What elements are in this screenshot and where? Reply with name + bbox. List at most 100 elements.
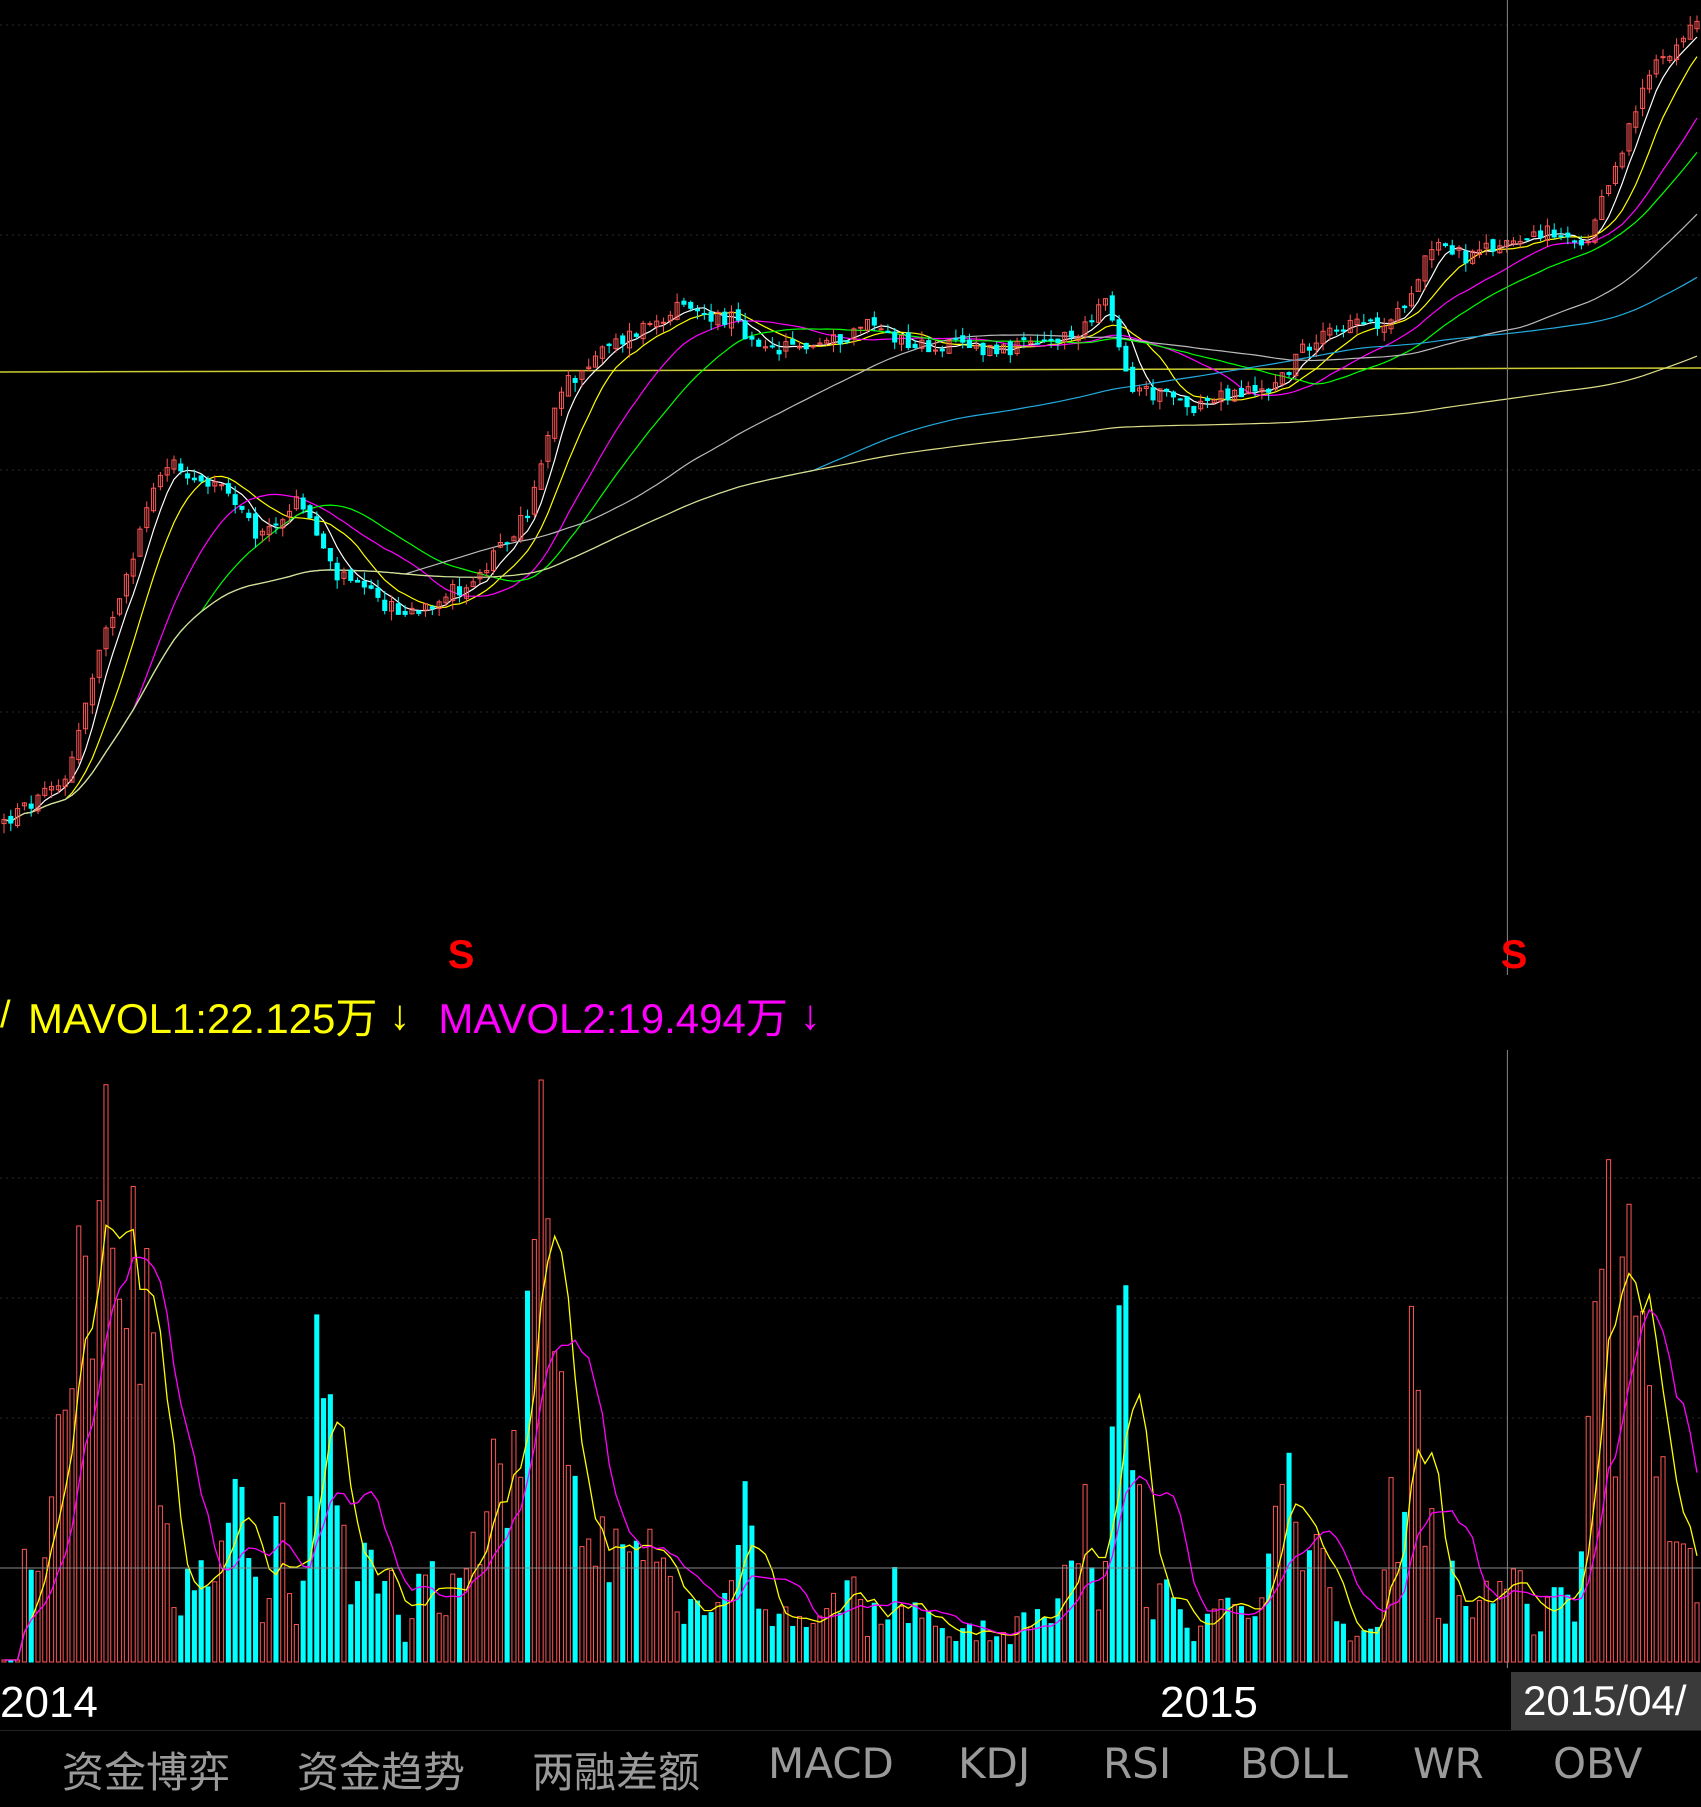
volume-bar: [1361, 1630, 1367, 1663]
candle-body: [232, 494, 238, 505]
tab-obv[interactable]: OBV: [1553, 1739, 1643, 1788]
tab-kdj[interactable]: KDJ: [958, 1739, 1031, 1788]
candle-body: [1640, 87, 1646, 110]
candle-body: [395, 603, 401, 615]
volume-bar: [1123, 1285, 1129, 1663]
volume-bar: [171, 1607, 177, 1663]
candle-body: [1266, 388, 1272, 393]
volume-bar: [694, 1600, 701, 1663]
candle-body: [314, 516, 320, 536]
ma-line-ma250: [3, 355, 1698, 822]
candle-body: [980, 342, 986, 356]
candle-body: [810, 345, 816, 348]
candle-body: [1048, 338, 1054, 341]
tab-rsi[interactable]: RSI: [1103, 1739, 1172, 1788]
volume-bar: [1191, 1641, 1197, 1663]
candle-body: [280, 519, 286, 529]
candle-body: [117, 598, 123, 615]
candle-body: [796, 345, 803, 349]
volume-bar: [1524, 1603, 1530, 1663]
tab-capital-trend[interactable]: 资金趋势: [297, 1748, 466, 1797]
volume-chart[interactable]: [0, 1050, 1701, 1668]
candle-body: [334, 562, 340, 581]
candle-body: [144, 507, 150, 529]
volume-grid: [0, 1177, 1701, 1419]
candle-body: [1279, 372, 1285, 385]
candle-body: [871, 317, 877, 326]
tab-margin-balance[interactable]: 两融差额: [532, 1748, 701, 1797]
volume-bar: [776, 1613, 782, 1663]
candle-body: [246, 512, 252, 519]
volume-bar: [35, 1570, 41, 1663]
volume-bar: [1436, 1617, 1442, 1663]
volume-bar: [1408, 1305, 1414, 1663]
candle-body: [1653, 59, 1659, 75]
candle-body: [1191, 406, 1197, 414]
candle-body: [1143, 386, 1149, 390]
candle-body: [1578, 239, 1584, 246]
candle-body: [1320, 330, 1326, 345]
volume-bar: [1177, 1609, 1183, 1663]
volume-bar: [178, 1615, 184, 1663]
candle-body: [1198, 400, 1204, 410]
volume-bar: [1000, 1632, 1007, 1663]
candle-body: [1415, 279, 1421, 292]
candle-body: [1585, 241, 1591, 244]
volume-bar: [735, 1545, 741, 1663]
tab-capital-game[interactable]: 资金博弈: [62, 1748, 231, 1797]
volume-bar: [130, 1185, 136, 1663]
volume-bar: [1422, 1545, 1428, 1663]
volume-bar: [1021, 1612, 1027, 1663]
volume-bar: [443, 1615, 449, 1663]
volume-indicator-header: / MAVOL1:22.125万 ↓ MAVOL2:19.494万 ↓: [0, 980, 1701, 1050]
volume-bar: [1694, 1602, 1700, 1663]
volume-bar: [1320, 1547, 1326, 1663]
ma-line-ma20: [3, 117, 1698, 822]
volume-bar: [280, 1502, 286, 1663]
candle-body: [1442, 243, 1448, 247]
candle-body: [1286, 372, 1292, 375]
volume-bar: [42, 1557, 48, 1663]
volume-bar: [1184, 1627, 1190, 1663]
candle-body: [1667, 56, 1673, 62]
candle-body: [994, 344, 1000, 355]
volume-bar: [1279, 1483, 1285, 1663]
candle-body: [905, 332, 911, 349]
tab-boll[interactable]: BOLL: [1240, 1739, 1348, 1788]
candle-body: [1402, 305, 1408, 309]
candle-body: [1041, 339, 1047, 342]
volume-bar: [327, 1394, 333, 1663]
tab-wr[interactable]: WR: [1413, 1739, 1484, 1788]
candle-body: [926, 340, 932, 353]
candle-body: [592, 355, 599, 368]
candle-body: [987, 344, 993, 356]
volume-bars: [1, 1079, 1700, 1663]
volume-bar: [334, 1505, 340, 1663]
candle-body: [830, 334, 837, 344]
volume-bar: [1442, 1623, 1448, 1663]
volume-bar: [796, 1615, 803, 1663]
candle-body: [1633, 111, 1639, 128]
volume-bar: [762, 1609, 769, 1663]
volume-bar: [749, 1525, 755, 1663]
volume-bar: [980, 1620, 986, 1663]
tab-macd[interactable]: MACD: [768, 1739, 894, 1788]
volume-bar: [1538, 1631, 1544, 1663]
volume-bar: [470, 1531, 476, 1663]
candle-body: [348, 569, 354, 581]
candle-body: [858, 326, 864, 329]
volume-bar: [1544, 1596, 1550, 1663]
volume-bar: [1599, 1268, 1605, 1663]
volume-bar: [987, 1640, 993, 1663]
volume-bar: [103, 1084, 109, 1663]
volume-bar: [878, 1623, 884, 1663]
price-grid: [0, 24, 1701, 713]
signal-marker: S: [1501, 933, 1528, 975]
year-label-2014: 2014: [0, 1678, 98, 1727]
candle-body: [694, 308, 701, 312]
candle-body: [1612, 165, 1618, 185]
candle-body: [531, 486, 537, 515]
volume-bar: [307, 1496, 313, 1663]
candle-body: [198, 475, 204, 482]
